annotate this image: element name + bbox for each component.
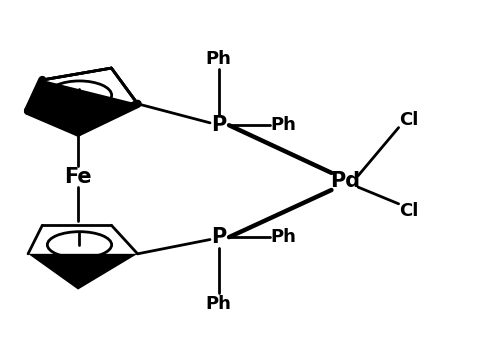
Text: Cl: Cl: [399, 112, 419, 130]
Text: Ph: Ph: [205, 50, 231, 68]
Text: P: P: [211, 115, 226, 135]
Text: Ph: Ph: [205, 295, 231, 313]
Text: Pd: Pd: [330, 171, 360, 192]
Text: Ph: Ph: [270, 116, 296, 134]
Text: Ph: Ph: [270, 228, 296, 246]
Polygon shape: [28, 80, 138, 132]
Text: Cl: Cl: [399, 202, 419, 220]
Text: Fe: Fe: [64, 167, 92, 187]
Polygon shape: [28, 254, 138, 289]
Text: P: P: [211, 227, 226, 247]
